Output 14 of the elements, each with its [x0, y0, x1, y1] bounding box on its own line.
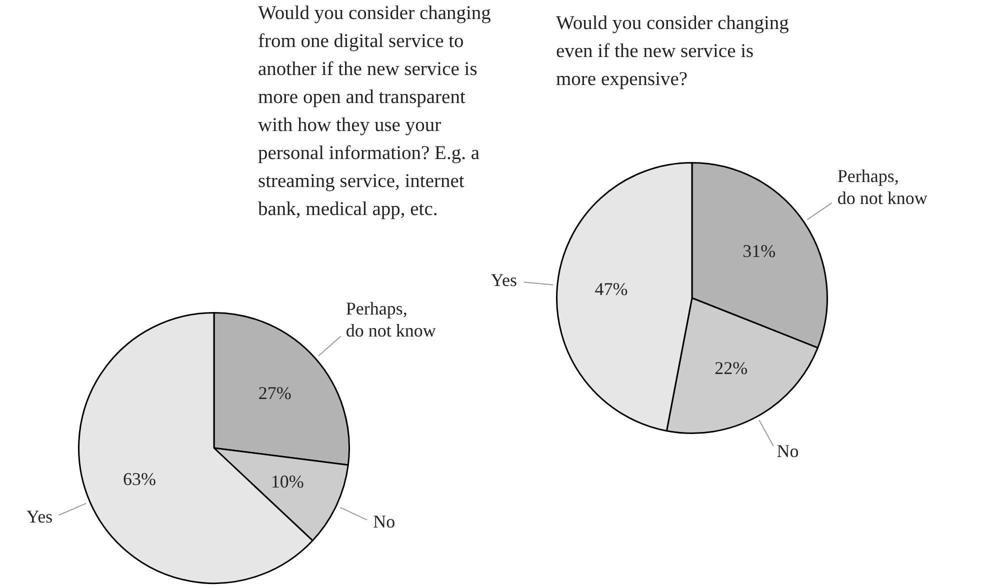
slice-label: Yes: [26, 506, 53, 527]
slice-label: Perhaps, do not know: [837, 166, 928, 208]
slice-label: Perhaps, do not know: [346, 298, 436, 340]
slice-label: No: [776, 440, 799, 461]
chart-title: Would you consider changing even if the new service is more expensive?: [556, 12, 790, 92]
data-label: 22%: [714, 358, 748, 378]
chart-title: Would you consider changing from one digital service to another if the new service is more open and transparent with how they use your personal information? E.g. a streaming service, internet bank, medical app, etc.: [258, 2, 492, 222]
data-label: 31%: [742, 241, 776, 262]
data-label: 10%: [270, 471, 304, 492]
data-label: 27%: [258, 383, 292, 404]
slice-label: Yes: [490, 270, 517, 290]
data-label: 47%: [594, 279, 628, 300]
slice-label: No: [373, 512, 396, 532]
data-label: 63%: [123, 468, 156, 489]
